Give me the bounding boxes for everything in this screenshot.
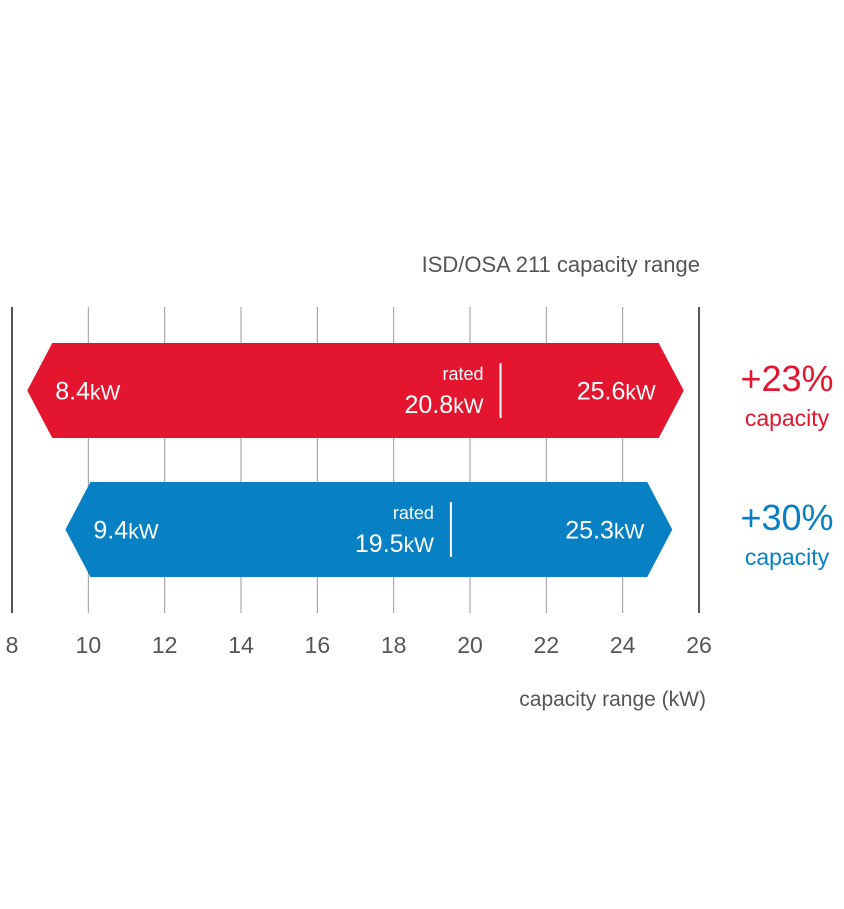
rated-value-label: 20.8kW bbox=[405, 391, 484, 419]
max-unit: kW bbox=[614, 521, 645, 544]
range-bar bbox=[27, 343, 684, 438]
rated-caption: rated bbox=[443, 364, 484, 384]
min-unit: kW bbox=[90, 382, 121, 405]
x-tick-label: 22 bbox=[534, 632, 560, 658]
max-value-label: 25.3kW bbox=[565, 517, 644, 545]
x-tick-label: 14 bbox=[228, 632, 254, 658]
rated-value-label: 19.5kW bbox=[355, 530, 434, 558]
capacity-increase-caption: capacity bbox=[745, 544, 830, 570]
capacity-increase-caption: capacity bbox=[745, 405, 830, 431]
max-value-label: 25.6kW bbox=[577, 378, 656, 406]
capacity-increase-value: +23% bbox=[740, 358, 833, 399]
x-tick-label: 18 bbox=[381, 632, 407, 658]
min-value-label: 9.4kW bbox=[93, 517, 158, 545]
chart-title: ISD/OSA 211 capacity range bbox=[422, 252, 700, 277]
x-axis-label: capacity range (kW) bbox=[519, 688, 706, 711]
range-bar-group: 8.4kW rated 20.8kW 25.6kW +23% capacity bbox=[27, 343, 834, 438]
rated-caption: rated bbox=[393, 503, 434, 523]
capacity-increase-value: +30% bbox=[740, 497, 833, 538]
x-axis-ticks: 8 10 12 14 16 18 20 22 24 26 bbox=[6, 632, 712, 658]
x-tick-label: 12 bbox=[152, 632, 178, 658]
max-unit: kW bbox=[625, 382, 656, 405]
x-tick-label: 16 bbox=[305, 632, 331, 658]
x-tick-label: 10 bbox=[76, 632, 102, 658]
rated-unit: kW bbox=[404, 534, 435, 557]
x-tick-label: 24 bbox=[610, 632, 636, 658]
x-tick-label: 20 bbox=[457, 632, 483, 658]
min-value-label: 8.4kW bbox=[55, 378, 120, 406]
range-bars: 8.4kW rated 20.8kW 25.6kW +23% capacity 9.4kW r… bbox=[27, 343, 834, 577]
min-unit: kW bbox=[128, 521, 159, 544]
x-tick-label: 26 bbox=[686, 632, 712, 658]
range-bar bbox=[65, 482, 673, 577]
rated-unit: kW bbox=[453, 395, 484, 418]
x-tick-label: 8 bbox=[6, 632, 19, 658]
range-bar-group: 9.4kW rated 19.5kW 25.3kW +30% capacity bbox=[65, 482, 834, 577]
